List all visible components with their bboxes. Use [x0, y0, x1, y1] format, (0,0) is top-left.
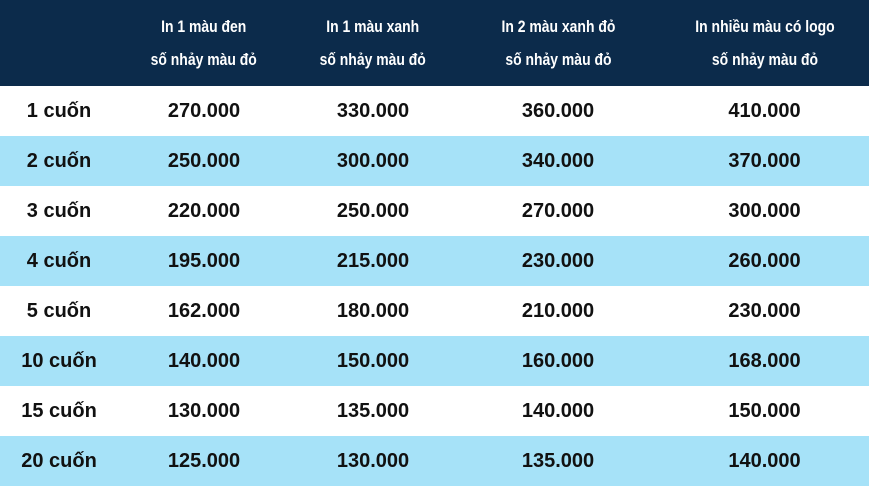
header-line: In 2 màu xanh đỏ: [501, 17, 615, 36]
table-row: 3 cuốn 220.000 250.000 270.000 300.000: [0, 186, 869, 236]
price-cell: 160.000: [521, 349, 595, 372]
price-cell: 215.000: [336, 249, 410, 272]
price-cell: 195.000: [167, 249, 241, 272]
header-cell-multicolor-logo-print: In nhiều màu có logo số nhảy màu đỏ: [660, 10, 869, 76]
table-row: 10 cuốn 140.000 150.000 160.000 168.000: [0, 336, 869, 386]
price-cell: 410.000: [728, 99, 801, 122]
price-cell: 260.000: [728, 249, 801, 272]
price-cell: 140.000: [521, 399, 595, 422]
table-row: 4 cuốn 195.000 215.000 230.000 260.000: [0, 236, 869, 286]
price-cell: 130.000: [336, 449, 410, 472]
quantity-cell: 10 cuốn: [21, 349, 97, 372]
header-line: số nhảy màu đỏ: [504, 50, 612, 69]
price-cell: 230.000: [728, 299, 801, 322]
price-cell: 168.000: [728, 349, 801, 372]
price-cell: 300.000: [728, 199, 801, 222]
quantity-cell: 15 cuốn: [21, 399, 97, 422]
price-cell: 210.000: [521, 299, 595, 322]
table-row: 20 cuốn 125.000 130.000 135.000 140.000: [0, 436, 869, 486]
price-cell: 180.000: [336, 299, 410, 322]
price-cell: 150.000: [728, 399, 801, 422]
price-cell: 135.000: [521, 449, 595, 472]
quantity-cell: 4 cuốn: [26, 249, 92, 272]
table-row: 1 cuốn 270.000 330.000 360.000 410.000: [0, 86, 869, 136]
price-cell: 300.000: [336, 149, 410, 172]
header-cell-black-print: In 1 màu đen số nhảy màu đỏ: [118, 10, 290, 76]
price-cell: 230.000: [521, 249, 595, 272]
price-cell: 162.000: [167, 299, 241, 322]
price-cell: 250.000: [336, 199, 410, 222]
table-row: 2 cuốn 250.000 300.000 340.000 370.000: [0, 136, 869, 186]
price-cell: 250.000: [167, 149, 241, 172]
price-cell: 270.000: [167, 99, 241, 122]
price-cell: 125.000: [167, 449, 241, 472]
header-cell-two-color-print: In 2 màu xanh đỏ số nhảy màu đỏ: [456, 10, 660, 76]
price-cell: 340.000: [521, 149, 595, 172]
header-line: số nhảy màu đỏ: [711, 50, 818, 69]
quantity-cell: 2 cuốn: [26, 149, 92, 172]
price-cell: 150.000: [336, 349, 410, 372]
header-line: số nhảy màu đỏ: [319, 50, 427, 69]
quantity-cell: 1 cuốn: [26, 99, 92, 122]
price-cell: 360.000: [521, 99, 595, 122]
price-cell: 140.000: [728, 449, 801, 472]
price-cell: 370.000: [728, 149, 801, 172]
price-cell: 135.000: [336, 399, 410, 422]
header-line: In 1 màu xanh: [326, 17, 420, 36]
header-line: In 1 màu đen: [161, 17, 247, 36]
quantity-cell: 3 cuốn: [26, 199, 92, 222]
table-header-row: In 1 màu đen số nhảy màu đỏ In 1 màu xan…: [0, 0, 869, 86]
price-cell: 140.000: [167, 349, 241, 372]
table-row: 15 cuốn 130.000 135.000 140.000 150.000: [0, 386, 869, 436]
price-cell: 130.000: [167, 399, 241, 422]
price-cell: 330.000: [336, 99, 410, 122]
quantity-cell: 20 cuốn: [21, 449, 97, 472]
price-cell: 220.000: [167, 199, 241, 222]
table-row: 5 cuốn 162.000 180.000 210.000 230.000: [0, 286, 869, 336]
header-line: số nhảy màu đỏ: [150, 50, 258, 69]
header-line: In nhiều màu có logo: [694, 17, 835, 36]
price-cell: 270.000: [521, 199, 595, 222]
header-cell-blue-print: In 1 màu xanh số nhảy màu đỏ: [290, 10, 456, 76]
quantity-cell: 5 cuốn: [26, 299, 92, 322]
